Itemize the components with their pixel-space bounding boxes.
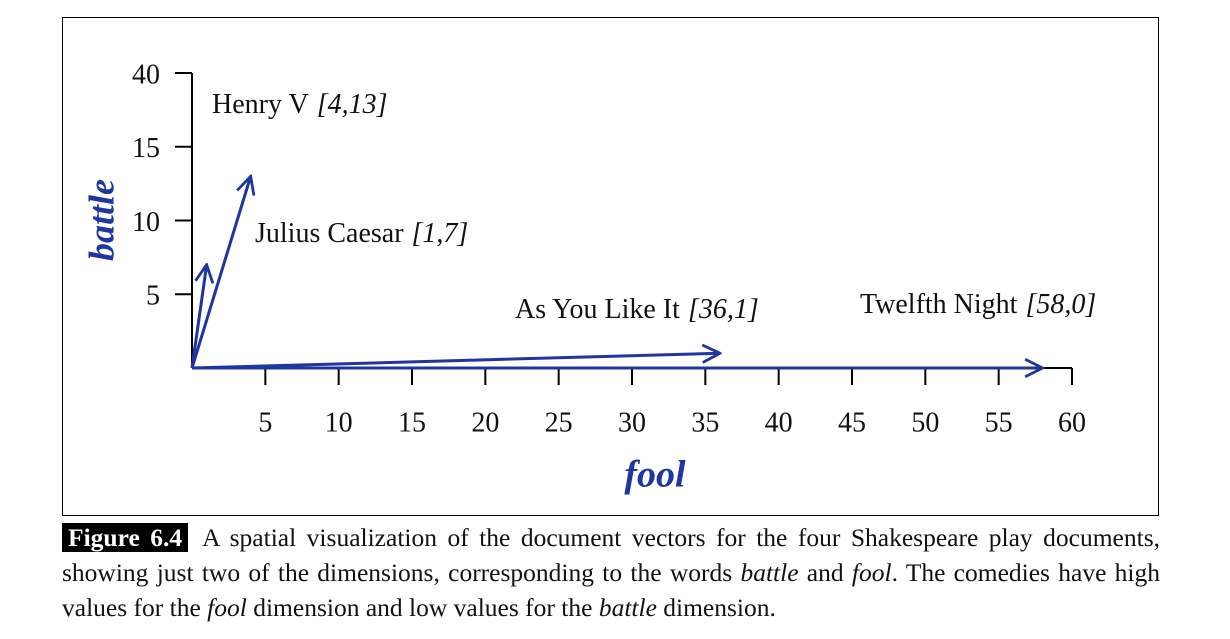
x-tick-label: 10	[325, 407, 353, 438]
caption-text: and	[798, 558, 852, 587]
caption-text: dimension.	[656, 593, 776, 622]
caption-term: fool	[207, 593, 247, 622]
caption-text: . The comedies have high values for the	[62, 558, 1160, 622]
x-tick-label: 60	[1058, 407, 1086, 438]
vector-name: Henry V	[212, 89, 309, 120]
x-tick-label: 20	[471, 407, 499, 438]
y-tick-label: 5	[146, 281, 160, 312]
vector-name: Twelfth Night	[860, 289, 1018, 320]
vector-label: Julius Caesar [1,7]	[255, 218, 468, 249]
x-tick-label: 25	[545, 407, 573, 438]
chart: battle fool 5 10 15 40 5 10 15 20 25 30 35 40 45 50 55…	[81, 59, 1096, 496]
x-tick-label: 55	[985, 407, 1013, 438]
vector-arrow	[191, 353, 720, 370]
x-tick-label: 50	[911, 407, 939, 438]
vector-value-label: [36,1]	[688, 294, 759, 325]
caption-term: battle	[740, 558, 799, 587]
x-tick-label: 45	[838, 407, 866, 438]
vector-name: As You Like It	[515, 294, 680, 325]
vector-arrow	[190, 176, 251, 369]
x-tick-label: 5	[258, 407, 272, 438]
caption-text: dimension and low values for the	[246, 593, 599, 622]
caption-text: A spatial visualization of the document …	[62, 523, 1160, 587]
figure-label: Figure 6.4	[62, 523, 189, 552]
vector-name: Julius Caesar	[255, 218, 404, 249]
y-tick-label: 40	[132, 59, 160, 90]
vector-value-label: [58,0]	[1025, 289, 1096, 320]
caption: Figure 6.4 A spatial visualization of the…	[62, 520, 1160, 625]
caption-term: battle	[598, 593, 657, 622]
figure-frame	[62, 17, 1159, 516]
x-tick-label: 35	[691, 407, 719, 438]
vector-value-label: [4,13]	[317, 89, 388, 120]
vector-value-label: [1,7]	[412, 218, 469, 249]
vector-arrow	[190, 265, 207, 369]
vector-label: Twelfth Night [58,0]	[860, 289, 1096, 320]
vector-label: As You Like It [36,1]	[515, 294, 759, 325]
y-axis-label: battle	[81, 179, 121, 261]
x-tick-label: 15	[398, 407, 426, 438]
x-tick-label: 30	[618, 407, 646, 438]
caption-term: fool	[851, 558, 892, 587]
vector-label: Henry V [4,13]	[212, 89, 387, 120]
y-tick-label: 15	[132, 133, 160, 164]
y-tick-label: 10	[132, 207, 160, 238]
x-axis-label: fool	[624, 454, 686, 496]
x-tick-label: 40	[765, 407, 793, 438]
